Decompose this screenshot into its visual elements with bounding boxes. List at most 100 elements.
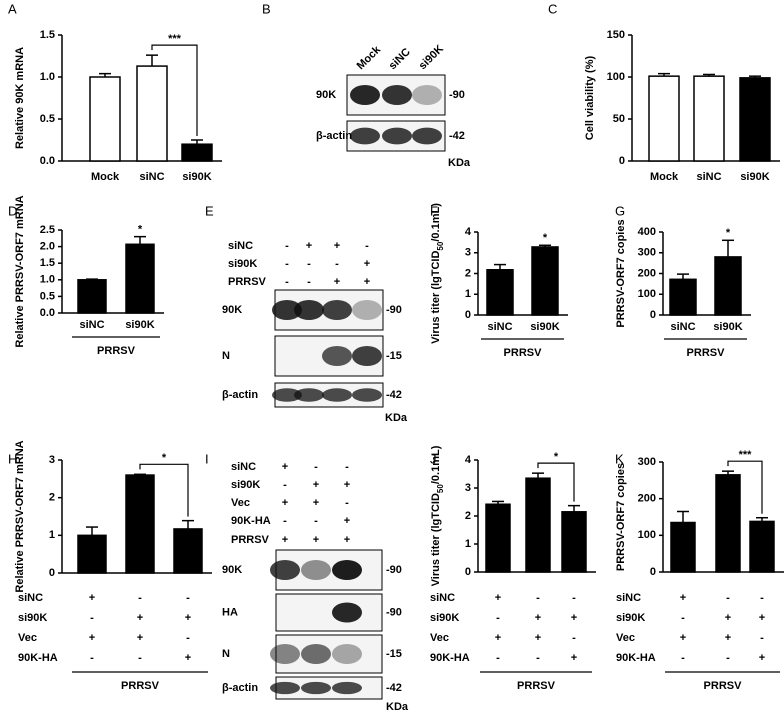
condition-sign: + [759, 652, 765, 664]
condition-sign: - [283, 515, 287, 527]
condition-sign: - [496, 652, 500, 664]
condition-sign: - [285, 258, 289, 270]
y-axis-label: PRRSV-ORF7 copies [615, 463, 627, 571]
condition-sign: + [680, 592, 686, 604]
y-tick-label: 0 [49, 567, 55, 579]
condition-sign: + [334, 276, 340, 288]
blot-marker: -15 [386, 648, 402, 660]
y-tick-label: 0 [465, 309, 471, 321]
y-tick-label: 300 [638, 247, 656, 259]
blot-marker: -42 [386, 682, 402, 694]
y-axis-label-part: /0.1mL) [430, 445, 442, 484]
blot-row-label: 90K [222, 304, 242, 316]
bar [136, 65, 168, 162]
blot-band [272, 300, 302, 320]
condition-name: PRRSV [231, 534, 270, 546]
y-axis-label: Relative PRRSV-ORF7 mRNA [14, 440, 26, 592]
y-tick-label: 1 [465, 538, 471, 550]
significance-label: * [726, 227, 731, 239]
blot-band [294, 388, 324, 402]
condition-sign: - [283, 479, 287, 491]
condition-name: si90K [430, 612, 459, 624]
bar [531, 246, 559, 316]
y-axis-label-part: Virus titer (lgTCID [430, 493, 442, 586]
y-tick-label: 150 [607, 29, 625, 41]
y-tick-label: 2 [465, 267, 471, 279]
blot-band [294, 300, 324, 320]
y-tick-label: 1 [49, 529, 55, 541]
condition-sign: + [282, 461, 288, 473]
condition-name: si90K [616, 612, 645, 624]
group-label: PRRSV [687, 347, 726, 359]
condition-sign: - [186, 592, 190, 604]
y-tick-label: 400 [638, 226, 656, 238]
significance-label: *** [168, 33, 182, 45]
panel-label: B [262, 1, 271, 16]
panel-label: I [205, 451, 209, 466]
blot-band [322, 388, 352, 402]
condition-sign: + [282, 497, 288, 509]
condition-sign: + [725, 632, 731, 644]
y-tick-label: 1.5 [40, 29, 55, 41]
condition-sign: + [185, 612, 191, 624]
y-tick-label: 0.0 [40, 155, 55, 167]
blot-marker: -42 [386, 389, 402, 401]
y-tick-label: 0.0 [40, 307, 55, 319]
blot-band [382, 85, 412, 105]
panel-label: E [205, 203, 214, 218]
blot-row-label: N [222, 648, 230, 660]
condition-sign: - [138, 592, 142, 604]
condition-name: siNC [231, 461, 256, 473]
condition-sign: + [89, 592, 95, 604]
condition-sign: + [571, 612, 577, 624]
bar [125, 243, 155, 314]
y-tick-label: 2 [49, 492, 55, 504]
condition-sign: - [345, 497, 349, 509]
x-tick-label: siNC [696, 171, 721, 183]
condition-name: 90K-HA [616, 652, 656, 664]
bar [485, 503, 511, 573]
condition-sign: + [185, 652, 191, 664]
y-tick-label: 4 [465, 454, 472, 466]
group-label: PRRSV [504, 347, 543, 359]
y-axis-label: Virus titer (lgTCID50/0.1mL) [430, 203, 445, 344]
y-tick-label: 0 [650, 309, 656, 321]
bar [669, 278, 697, 316]
y-axis-label-part: Virus titer (lgTCID [430, 251, 442, 344]
condition-sign: - [285, 240, 289, 252]
blot-marker: -90 [386, 304, 402, 316]
bar [749, 520, 775, 573]
blot-band [352, 300, 382, 320]
y-tick-label: 100 [638, 288, 656, 300]
condition-sign: - [314, 461, 318, 473]
blot-band [332, 644, 362, 664]
x-tick-label: si90K [125, 319, 154, 331]
blot-band [382, 127, 412, 145]
y-axis-label: Cell viability (%) [584, 55, 596, 140]
group-label: PRRSV [121, 680, 160, 692]
condition-sign: - [345, 461, 349, 473]
panel-label: A [8, 1, 17, 16]
y-axis-label-part: 50 [436, 241, 445, 250]
condition-sign: - [726, 652, 730, 664]
y-tick-label: 200 [638, 493, 656, 505]
y-tick-label: 2 [465, 510, 471, 522]
significance-label: * [554, 451, 559, 463]
panel-label: H [8, 451, 17, 466]
condition-sign: + [313, 497, 319, 509]
condition-sign: + [89, 632, 95, 644]
significance-bracket [537, 462, 575, 502]
significance-bracket [727, 460, 763, 514]
condition-sign: - [681, 652, 685, 664]
bar [77, 279, 107, 314]
condition-sign: - [186, 632, 190, 644]
y-tick-label: 1.5 [40, 257, 55, 269]
x-tick-label: si90K [740, 171, 769, 183]
condition-sign: + [137, 612, 143, 624]
blot-unit: KDa [448, 157, 471, 169]
bar [561, 511, 587, 573]
condition-name: Vec [231, 497, 250, 509]
bar [181, 143, 213, 162]
x-tick-label: siNC [487, 321, 512, 333]
condition-sign: + [344, 515, 350, 527]
